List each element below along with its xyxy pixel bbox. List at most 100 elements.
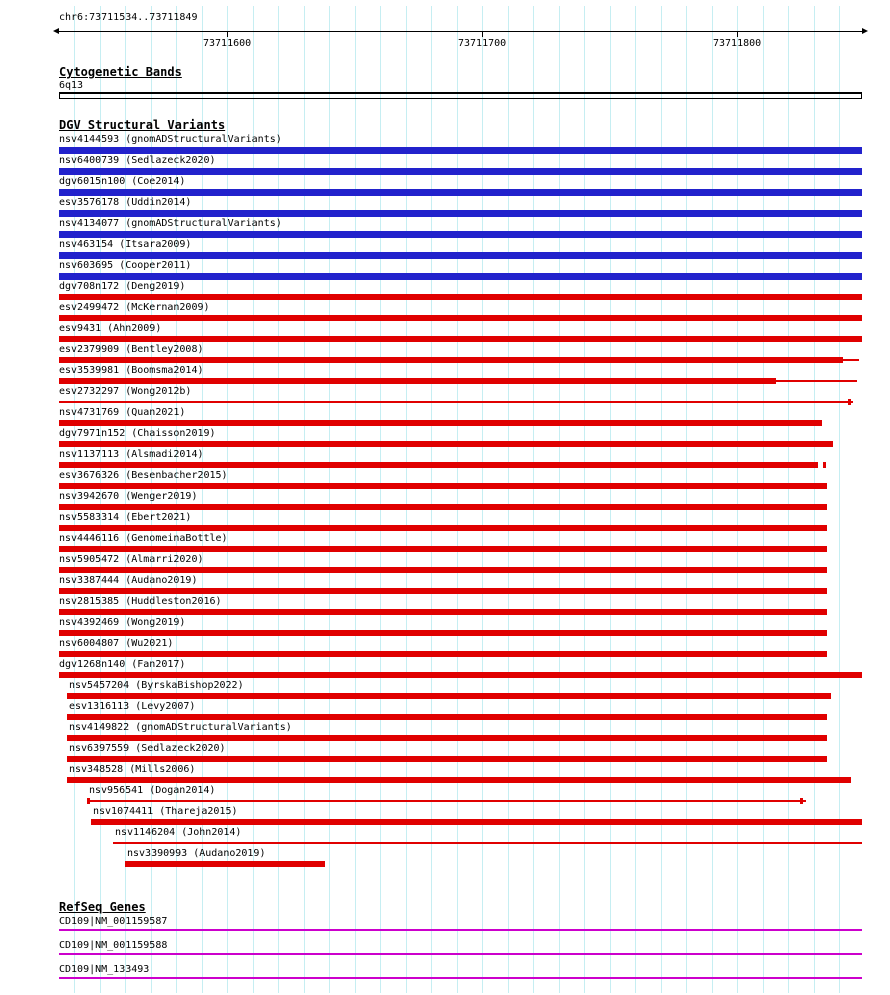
variant-bar[interactable] xyxy=(59,525,827,531)
gridline xyxy=(252,6,254,993)
variant-line[interactable] xyxy=(113,842,862,844)
variant-label[interactable]: nsv6400739 (Sedlazeck2020) xyxy=(59,155,216,166)
gridline xyxy=(125,6,127,993)
variant-label[interactable]: nsv463154 (Itsara2009) xyxy=(59,239,192,250)
variant-line[interactable] xyxy=(87,800,806,802)
variant-label[interactable]: nsv1146204 (John2014) xyxy=(115,827,242,838)
gridline xyxy=(813,6,815,993)
variant-bar[interactable] xyxy=(59,567,827,573)
gridline xyxy=(329,6,331,993)
cytoband-glyph[interactable] xyxy=(59,92,862,99)
variant-label[interactable]: nsv4134077 (gnomADStructuralVariants) xyxy=(59,218,282,229)
ruler-tick xyxy=(227,31,228,37)
variant-bar[interactable] xyxy=(59,357,843,363)
variant-label[interactable]: nsv1137113 (Alsmadi2014) xyxy=(59,449,204,460)
variant-bar[interactable] xyxy=(59,462,818,468)
variant-bar[interactable] xyxy=(59,504,827,510)
variant-label[interactable]: nsv5583314 (Ebert2021) xyxy=(59,512,192,523)
gridline xyxy=(99,6,101,993)
variant-label[interactable]: nsv4144593 (gnomADStructuralVariants) xyxy=(59,134,282,145)
variant-label[interactable]: dgv1268n140 (Fan2017) xyxy=(59,659,186,670)
variant-bar[interactable] xyxy=(59,147,862,154)
gene-line[interactable] xyxy=(59,953,862,955)
variant-label[interactable]: nsv4446116 (GenomeinaBottle) xyxy=(59,533,228,544)
gene-line[interactable] xyxy=(59,929,862,931)
variant-bar[interactable] xyxy=(59,420,822,426)
variant-bar[interactable] xyxy=(67,756,827,762)
variant-bar[interactable] xyxy=(59,651,827,657)
variant-bar[interactable] xyxy=(59,441,833,447)
variant-bar[interactable] xyxy=(67,777,851,783)
variant-bar[interactable] xyxy=(67,714,827,720)
variant-bar[interactable] xyxy=(59,210,862,217)
variant-bar[interactable] xyxy=(59,630,827,636)
gridline xyxy=(788,6,789,993)
variant-bar[interactable] xyxy=(59,189,862,196)
variant-label[interactable]: esv2379909 (Bentley2008) xyxy=(59,344,204,355)
variant-label[interactable]: nsv348528 (Mills2006) xyxy=(69,764,196,775)
variant-extension-line xyxy=(776,380,857,382)
variant-bar[interactable] xyxy=(59,315,862,321)
gridline xyxy=(227,6,229,993)
gridline xyxy=(456,6,458,993)
ruler-tick-label: 73711600 xyxy=(203,38,252,49)
gene-label[interactable]: CD109|NM_001159587 xyxy=(59,916,168,927)
variant-label[interactable]: nsv3390993 (Audano2019) xyxy=(127,848,266,859)
variant-label[interactable]: nsv4149822 (gnomADStructuralVariants) xyxy=(69,722,292,733)
variant-tick xyxy=(848,399,851,405)
variant-label[interactable]: nsv603695 (Cooper2011) xyxy=(59,260,192,271)
variant-label[interactable]: nsv5457204 (ByrskaBishop2022) xyxy=(69,680,244,691)
variant-label[interactable]: nsv5905472 (Almarri2020) xyxy=(59,554,204,565)
variant-bar[interactable] xyxy=(59,588,827,594)
variant-label[interactable]: esv3676326 (Besenbacher2015) xyxy=(59,470,228,481)
variant-bar[interactable] xyxy=(59,294,862,300)
variant-tick xyxy=(800,798,803,804)
variant-bar[interactable] xyxy=(59,168,862,175)
variant-label[interactable]: dgv6015n100 (Coe2014) xyxy=(59,176,186,187)
variant-label[interactable]: dgv708n172 (Deng2019) xyxy=(59,281,186,292)
variant-bar[interactable] xyxy=(59,546,827,552)
variant-bar[interactable] xyxy=(67,735,827,741)
variant-label[interactable]: nsv3942670 (Wenger2019) xyxy=(59,491,198,502)
variant-label[interactable]: nsv2815385 (Huddleston2016) xyxy=(59,596,222,607)
variant-label[interactable]: esv2732297 (Wong2012b) xyxy=(59,386,192,397)
variant-label[interactable]: esv9431 (Ahn2009) xyxy=(59,323,162,334)
variant-bar[interactable] xyxy=(91,819,862,825)
gene-label[interactable]: CD109|NM_001159588 xyxy=(59,940,168,951)
gridline xyxy=(711,6,713,993)
ruler-tick-label: 73711800 xyxy=(713,38,762,49)
gene-label[interactable]: CD109|NM_133493 xyxy=(59,964,150,975)
variant-label[interactable]: esv3576178 (Uddin2014) xyxy=(59,197,192,208)
variant-extension-line xyxy=(843,359,859,361)
variant-line[interactable] xyxy=(59,401,853,403)
variant-bar[interactable] xyxy=(125,861,325,867)
ruler-tick-label: 73711700 xyxy=(458,38,507,49)
gridline xyxy=(354,6,356,993)
gridline xyxy=(176,6,178,993)
variant-bar[interactable] xyxy=(59,252,862,259)
gridline xyxy=(303,6,305,993)
gene-line[interactable] xyxy=(59,977,862,979)
gridline xyxy=(74,6,76,993)
section-title-variants: DGV Structural Variants xyxy=(59,118,226,132)
variant-label[interactable]: nsv1074411 (Thareja2015) xyxy=(93,806,238,817)
variant-label[interactable]: nsv4392469 (Wong2019) xyxy=(59,617,186,628)
variant-bar[interactable] xyxy=(59,273,862,280)
variant-label[interactable]: nsv6004807 (Wu2021) xyxy=(59,638,174,649)
variant-label[interactable]: esv1316113 (Levy2007) xyxy=(69,701,196,712)
variant-bar[interactable] xyxy=(59,483,827,489)
variant-label[interactable]: dgv7971n152 (Chaisson2019) xyxy=(59,428,216,439)
variant-bar[interactable] xyxy=(59,672,862,678)
variant-bar[interactable] xyxy=(59,609,827,615)
variant-label[interactable]: esv2499472 (McKernan2009) xyxy=(59,302,210,313)
variant-bar[interactable] xyxy=(59,378,776,384)
variant-bar[interactable] xyxy=(59,336,862,342)
variant-label[interactable]: nsv6397559 (Sedlazeck2020) xyxy=(69,743,226,754)
variant-label[interactable]: nsv4731769 (Quan2021) xyxy=(59,407,186,418)
variant-bar[interactable] xyxy=(59,231,862,238)
gridline xyxy=(201,6,203,993)
variant-bar[interactable] xyxy=(67,693,831,699)
variant-label[interactable]: nsv3387444 (Audano2019) xyxy=(59,575,198,586)
variant-label[interactable]: esv3539981 (Boomsma2014) xyxy=(59,365,204,376)
variant-label[interactable]: nsv956541 (Dogan2014) xyxy=(89,785,216,796)
